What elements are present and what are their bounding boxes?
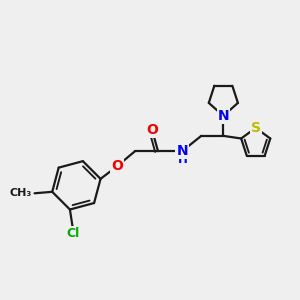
Text: S: S — [251, 121, 261, 135]
Text: N: N — [218, 109, 229, 123]
Text: O: O — [111, 160, 123, 173]
Text: Cl: Cl — [66, 226, 80, 240]
Text: H: H — [178, 153, 188, 166]
Text: CH₃: CH₃ — [10, 188, 32, 198]
Text: O: O — [147, 123, 159, 137]
Text: N: N — [176, 144, 188, 158]
